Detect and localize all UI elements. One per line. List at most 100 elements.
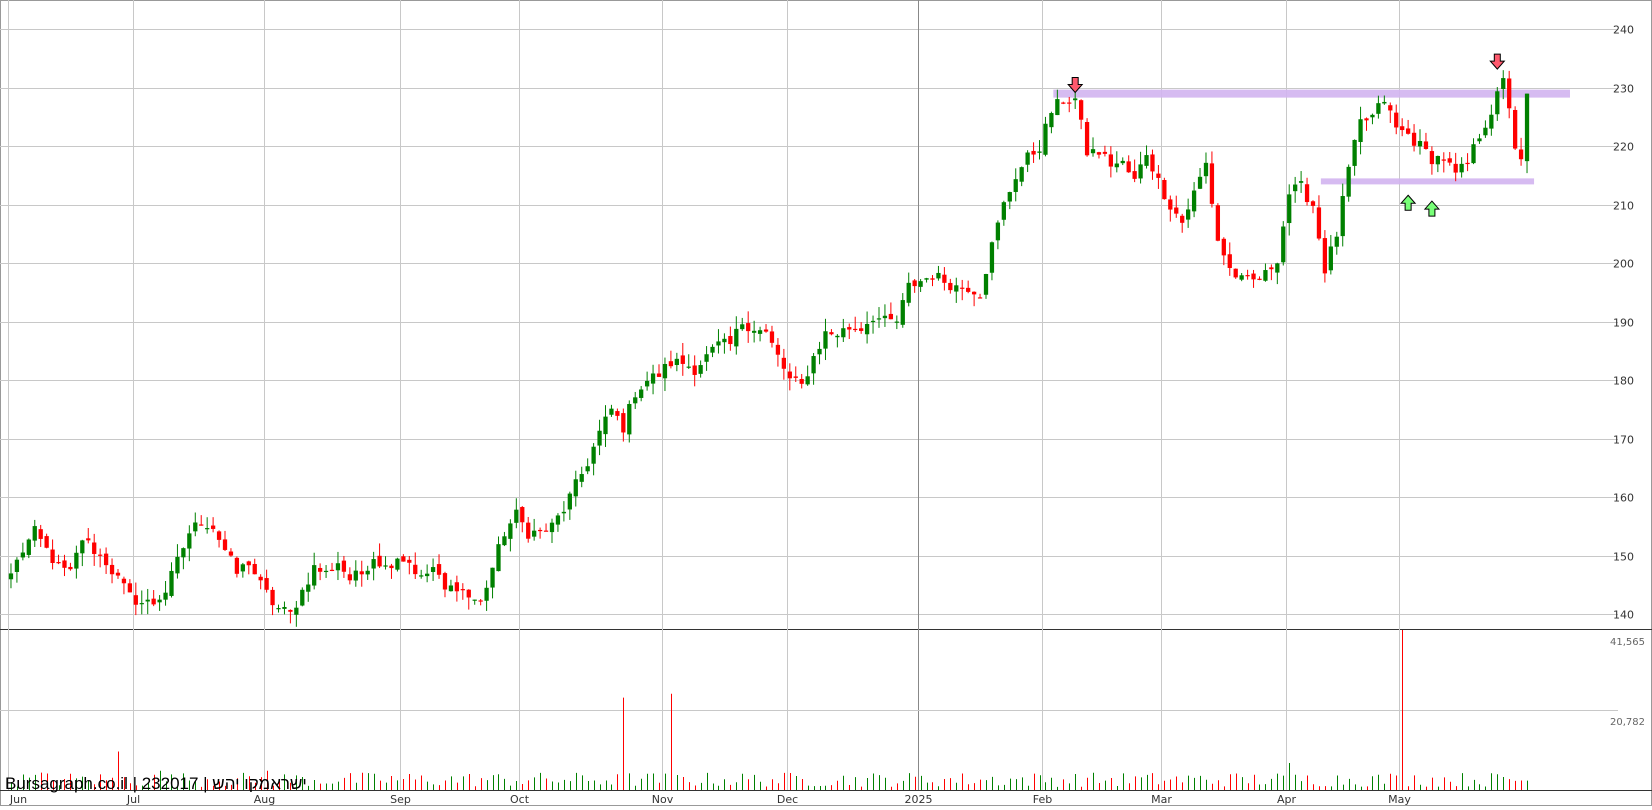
candle-body <box>704 354 709 362</box>
candle-body <box>1334 236 1339 247</box>
candle-body <box>1084 121 1090 156</box>
price-tick-label: 180 <box>1613 375 1634 388</box>
candle-body <box>1156 173 1161 178</box>
candle-body <box>228 551 234 556</box>
candle-body <box>799 378 804 384</box>
candle-body <box>1405 128 1411 134</box>
candle-body <box>395 558 400 570</box>
candle-body <box>579 474 584 482</box>
candle-body <box>508 523 513 539</box>
candle-body <box>1180 215 1185 223</box>
month-tick-label: Dec <box>777 793 798 806</box>
candle-body <box>662 363 668 379</box>
candle-body <box>841 328 846 338</box>
candle-body <box>56 562 61 564</box>
candle-body <box>264 578 269 590</box>
candle-body <box>1186 209 1191 220</box>
candle-body <box>1132 171 1137 179</box>
candle-body <box>1263 270 1268 281</box>
candle-body <box>787 371 792 379</box>
candle-body <box>853 328 858 331</box>
candle-body <box>680 355 685 364</box>
candle-body <box>163 592 168 600</box>
candle-body <box>1518 149 1524 160</box>
candle-body <box>740 324 745 330</box>
candle-body <box>859 328 864 331</box>
candle-body <box>751 330 757 333</box>
candle-body <box>1370 114 1375 118</box>
month-tick-label: Nov <box>652 793 674 806</box>
candle-body <box>1138 164 1143 179</box>
candle-body <box>1174 207 1179 214</box>
candle-body <box>1019 167 1024 182</box>
candle-body <box>1346 166 1351 197</box>
time-axis: Jun Jul Aug Sep Oct Nov Dec 2025 Feb Mar Apr May <box>9 793 1411 806</box>
month-tick-label: Mar <box>1151 793 1172 806</box>
candle-body <box>971 291 977 295</box>
candle-body <box>103 553 109 566</box>
candle-body <box>312 565 317 586</box>
candle-body <box>1269 267 1274 270</box>
candle-body <box>698 365 703 374</box>
candle-body <box>1245 275 1250 277</box>
price-tick-label: 220 <box>1613 141 1634 154</box>
candle-body <box>1459 163 1464 173</box>
candle-body <box>1108 154 1113 167</box>
price-tick-label: 240 <box>1613 24 1634 37</box>
candle-body <box>419 575 424 577</box>
candle-body <box>912 280 917 287</box>
candle-body <box>1298 181 1304 183</box>
candle-body <box>1197 176 1203 189</box>
volume-tick-label: 41,565 <box>1610 637 1645 648</box>
candle-body <box>353 570 358 581</box>
candle-body <box>1423 141 1429 149</box>
candle-body <box>793 376 798 378</box>
candle-body <box>1465 162 1470 165</box>
candle-body <box>50 549 55 563</box>
month-tick-label: Apr <box>1277 793 1297 806</box>
candle-body <box>520 507 525 523</box>
candle-body <box>1168 199 1173 210</box>
candle-body <box>68 566 73 570</box>
candle-body <box>454 582 460 592</box>
month-tick-label: Feb <box>1033 793 1052 806</box>
candle-body <box>306 584 311 592</box>
candle-body <box>811 356 816 374</box>
candle-body <box>829 332 834 335</box>
candle-body <box>288 609 293 612</box>
candle-body <box>175 556 180 574</box>
candle-body <box>1078 100 1084 120</box>
candle-body <box>906 282 911 303</box>
candle-body <box>532 530 537 537</box>
candle-body <box>656 373 662 377</box>
candle-body <box>1358 119 1363 143</box>
candle-body <box>389 565 394 569</box>
candle-body <box>216 531 222 540</box>
candle-body <box>526 522 531 539</box>
candle-body <box>377 555 382 567</box>
candle-body <box>561 511 567 514</box>
candle-body <box>769 331 775 343</box>
candle-body <box>710 346 715 353</box>
candle-body <box>555 515 561 525</box>
candle-body <box>1025 152 1030 165</box>
candle-body <box>823 331 828 349</box>
candle-body <box>817 348 822 355</box>
candle-body <box>115 572 121 576</box>
candle-body <box>1043 123 1048 155</box>
candle-body <box>781 357 787 369</box>
candle-body <box>900 300 905 325</box>
candle-body <box>127 583 133 593</box>
candle-body <box>633 397 638 404</box>
candle-body <box>187 533 192 549</box>
candle-body <box>413 564 418 575</box>
candle-body <box>1221 238 1226 256</box>
candle-body <box>139 603 144 605</box>
candle-body <box>365 570 370 575</box>
candle-body <box>573 479 578 497</box>
candle-body <box>1233 268 1238 278</box>
candle-body <box>1061 102 1066 104</box>
candle-body <box>1001 202 1006 220</box>
candle-body <box>157 599 162 603</box>
candle-body <box>472 599 477 601</box>
